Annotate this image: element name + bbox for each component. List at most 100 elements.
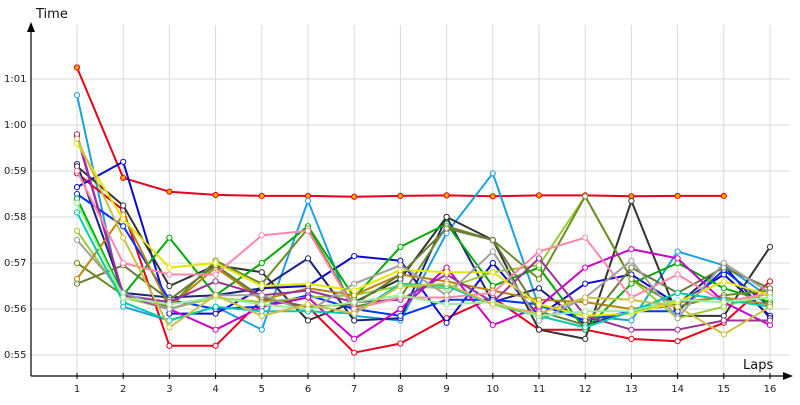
label-layer: 1 2 3 4 5 6 7 8 9 10 11 12 13 14 15 160:550:560:570:580…: [4, 7, 776, 395]
series-19-point: [766, 294, 774, 301]
series-12-point: [628, 264, 635, 271]
series-1-point: [73, 64, 81, 71]
series-4-point: [582, 280, 589, 287]
series-8-point: [258, 259, 265, 267]
series-20-point: [166, 324, 173, 331]
series-5-point: [304, 255, 312, 262]
series-4-point: [351, 253, 358, 260]
series-16-point: [304, 280, 312, 287]
series-12-line: [76, 227, 771, 327]
series-20-point: [582, 294, 589, 301]
series-4-point: [489, 259, 496, 267]
series-3-point: [674, 338, 681, 345]
series-14-point: [304, 287, 312, 294]
series-3-point: [628, 335, 635, 342]
series-6-point: [766, 243, 774, 250]
series-14-point: [766, 317, 774, 324]
series-1-point: [258, 192, 265, 199]
series-20-point: [73, 135, 81, 142]
x-tick-label: 9: [443, 384, 449, 395]
series-17-point: [674, 315, 681, 322]
series-18-point: [674, 289, 681, 296]
series-1-point: [212, 191, 219, 199]
series-15-point: [258, 232, 265, 239]
series-20-point: [766, 303, 774, 310]
y-tick-label: 0:55: [4, 350, 26, 361]
series-19-point: [166, 301, 173, 308]
series-19-point: [258, 301, 265, 308]
series-19-point: [397, 292, 404, 299]
series-1-point: [304, 192, 312, 199]
series-4-point: [73, 184, 81, 191]
series-2-point: [489, 170, 496, 177]
y-tick-label: 1:01: [4, 74, 26, 85]
series-19-point: [582, 308, 589, 315]
series-18-point: [212, 303, 219, 310]
x-tick-label: 16: [764, 384, 777, 395]
series-15-point: [212, 271, 219, 278]
series-17-point: [720, 259, 727, 267]
series-14-point: [628, 326, 635, 333]
series-8-point: [397, 243, 404, 250]
y-axis-title: Time: [35, 7, 68, 22]
series-19-point: [720, 299, 727, 306]
series-9-point: [73, 227, 81, 234]
series-13-point: [489, 322, 496, 329]
series-16-point: [258, 282, 265, 290]
series-1-point: [351, 193, 358, 200]
series-16-point: [443, 269, 450, 276]
series-2-point: [628, 317, 635, 324]
series-16-point: [489, 269, 496, 276]
series-3-point: [766, 278, 774, 285]
series-15-point: [304, 227, 312, 234]
series-17-line: [76, 239, 771, 322]
x-tick-label: 5: [259, 384, 265, 395]
series-9-point: [535, 262, 543, 269]
y-tick-label: 0:58: [4, 212, 26, 223]
series-19-point: [628, 308, 635, 315]
x-tick-label: 8: [397, 384, 403, 395]
x-tick-label: 11: [533, 384, 546, 395]
series-13-point: [212, 326, 219, 333]
series-8-line: [76, 198, 771, 331]
series-10-point: [535, 276, 543, 283]
series-4-point: [443, 319, 450, 326]
series-3-point: [166, 342, 173, 349]
series-15-point: [674, 271, 681, 278]
series-19-point: [443, 301, 450, 308]
series-13-point: [674, 255, 681, 262]
series-14-point: [720, 317, 727, 324]
series-layer: [73, 64, 774, 356]
series-3-point: [397, 340, 404, 347]
series-6-point: [166, 282, 173, 290]
x-tick-label: 1: [74, 384, 80, 395]
series-1: [73, 64, 727, 200]
series-19-point: [120, 294, 127, 301]
series-17: [73, 236, 774, 324]
series-20-point: [674, 303, 681, 310]
series-20-point: [212, 292, 219, 299]
grid-layer: [31, 25, 790, 376]
series-2-point: [674, 248, 681, 255]
series-8-point: [166, 234, 173, 241]
series-20-point: [304, 301, 312, 308]
series-5-point: [351, 317, 358, 324]
series-7-point: [397, 312, 404, 319]
series-17-point: [628, 257, 635, 264]
series-12-point: [443, 225, 450, 232]
series-19-point: [73, 200, 81, 207]
series-3: [73, 170, 774, 356]
series-19-line: [76, 202, 771, 317]
series-1-point: [674, 192, 681, 199]
series-12-point: [73, 280, 81, 287]
series-14-point: [674, 326, 681, 333]
series-1-point: [720, 192, 727, 199]
series-17-point: [443, 292, 450, 299]
y-axis-arrow: [27, 22, 35, 32]
axis-layer: [27, 22, 793, 380]
series-20-point: [489, 301, 496, 308]
series-13-point: [628, 246, 635, 253]
series-8-point: [720, 285, 727, 292]
